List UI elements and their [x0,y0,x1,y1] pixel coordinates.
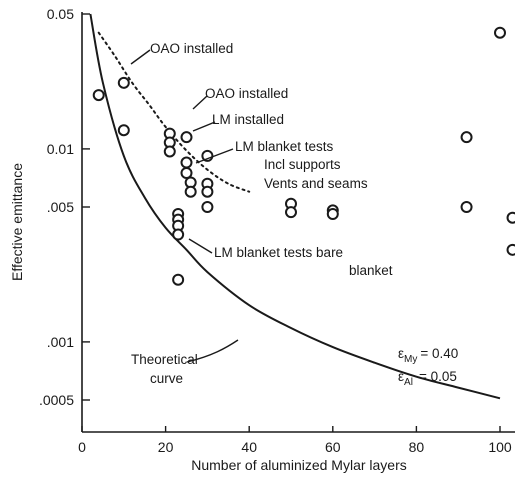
annotation-lm-blanket-bare: LM blanket tests bare blanket [214,245,393,278]
y-tick-label-0.001: .001 [47,334,74,350]
data-point-24 [460,131,473,144]
data-point-10 [184,185,197,198]
data-point-2 [117,124,130,137]
annotation-oao-installed-1: OAO installed [150,41,233,56]
data-point-27 [506,211,515,224]
x-tick-label-100: 100 [488,439,512,455]
annotation-emissivity-aluminum: εAl = 0.05 [398,369,457,388]
data-point-6 [180,131,193,144]
data-point-25 [460,201,473,213]
data-point-0 [92,89,105,102]
data-point-19 [172,273,185,286]
annotation-lm-installed: LM installed [212,112,284,127]
x-tick-label-60: 60 [325,439,341,455]
data-point-18 [172,228,185,241]
data-point-21 [285,206,297,219]
data-point-23 [326,207,339,220]
x-tick-label-0: 0 [78,439,86,455]
y-tick-label-0.05: 0.05 [47,6,74,22]
x-tick-label-40: 40 [241,439,257,455]
x-tick-label-80: 80 [409,439,425,455]
y-tick-label-0.0005: .0005 [39,392,74,408]
annotation-leaders [130,49,239,363]
lm-blanket-dotted-line [97,31,251,193]
data-point-28 [506,243,515,256]
x-axis-title: Number of aluminized Mylar layers [191,457,407,473]
data-point-8 [180,167,193,180]
annotation-emissivity-mylar: εMy = 0.40 [398,346,458,365]
x-axis-ticks: 0 20 40 60 80 100 [78,426,512,455]
data-point-1 [117,76,130,89]
y-axis-title: Effective emittance [9,163,25,281]
theoretical-curve-line [89,13,501,400]
data-points [92,26,515,286]
annotation-oao-installed-2: OAO installed [205,86,288,101]
data-point-14 [201,201,214,213]
data-point-7 [180,156,193,169]
y-tick-label-0.005: .005 [47,199,74,215]
data-point-13 [201,185,214,198]
annotation-theoretical-curve: Theoretical curve [131,352,202,386]
y-tick-label-0.01: 0.01 [47,141,74,157]
annotation-lm-blanket-incl: LM blanket tests Incl supports Vents and… [235,139,368,191]
data-point-5 [163,145,176,158]
x-tick-label-20: 20 [158,439,174,455]
data-point-26 [494,26,506,39]
y-axis-ticks: 0.05 0.01 .005 .001 .0005 [39,6,90,408]
